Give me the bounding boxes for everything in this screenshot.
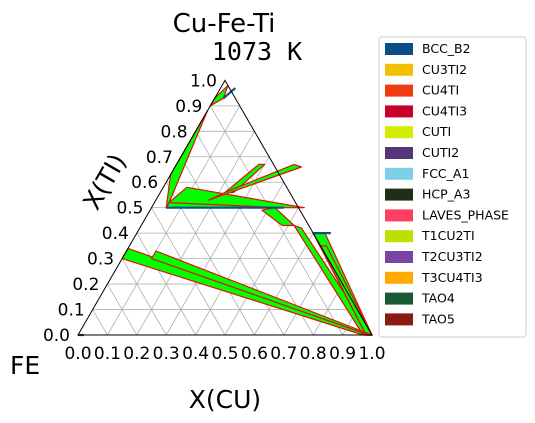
- triangle-outline: [77, 79, 373, 336]
- grid-line-fe-2: [107, 283, 138, 336]
- legend-swatch: [385, 84, 413, 97]
- x-axis-label: X(CU): [189, 385, 261, 414]
- xti-tick-label: 0.3: [87, 250, 114, 270]
- legend-entries: BCC_B2 CU3TI2 CU4TI CU4TI3 CUTI CUTI2 FCC_A1 HC…: [385, 41, 509, 326]
- legend-frame: [378, 36, 527, 338]
- grid-lines: [92, 105, 358, 336]
- xcu-tick-label: 0.4: [182, 344, 209, 364]
- two-phase-region-3: [168, 186, 305, 209]
- legend-swatch: [385, 147, 413, 159]
- two-phase-region-8: [261, 207, 295, 227]
- xti-tick-label: 0.4: [102, 224, 129, 244]
- legend-entry-label: BCC_B2: [422, 41, 471, 56]
- legend: BCC_B2 CU3TI2 CU4TI CU4TI3 CUTI CUTI2 FCC_A1 HC…: [378, 36, 527, 338]
- xcu-tick-label: 0.5: [211, 344, 238, 364]
- legend-entry-label: FCC_A1: [422, 166, 469, 181]
- triangle-frame: [77, 79, 373, 336]
- legend-swatch: [385, 251, 413, 263]
- xcu-tick-labels: 0.0 0.1 0.2 0.3 0.4 0.5 0.6 0.7 0.8 0.9 1.0: [64, 344, 385, 364]
- legend-swatch: [385, 292, 413, 305]
- xcu-tick-label: 0.9: [329, 344, 356, 364]
- legend-entry-label: CUTI2: [422, 145, 459, 160]
- legend-entry-label: CU4TI: [422, 83, 459, 98]
- legend-swatch: [385, 105, 413, 118]
- phase-boundary-line-2: [222, 87, 237, 100]
- xcu-tick-label: 0.7: [270, 344, 297, 364]
- legend-swatch: [385, 209, 413, 222]
- chart-subtitle: 1073 K: [212, 37, 302, 66]
- xti-tick-label: 0.7: [146, 148, 173, 168]
- xcu-tick-label: 0.0: [64, 344, 91, 364]
- xcu-tick-label: 0.6: [241, 344, 268, 364]
- legend-swatch: [385, 63, 413, 76]
- grid-line-cu-7: [283, 258, 329, 336]
- legend-swatch: [385, 43, 413, 55]
- xcu-tick-label: 0.3: [153, 344, 180, 364]
- two-phase-region-6: [224, 163, 266, 193]
- xcu-tick-label: 0.2: [123, 344, 150, 364]
- legend-entry-label: T3CU4TI3: [421, 270, 483, 285]
- legend-swatch: [385, 167, 413, 180]
- grid-line-fe-1: [92, 309, 108, 336]
- legend-entry-label: LAVES_PHASE: [422, 207, 509, 222]
- corner-label-fe: FE: [10, 351, 40, 380]
- legend-entry-label: TAO4: [421, 291, 455, 306]
- legend-entry-label: CUTI: [422, 124, 451, 139]
- xti-tick-label: 0.6: [131, 173, 158, 193]
- xti-tick-labels: 0.0 0.1 0.2 0.3 0.4 0.5 0.6 0.7 0.8 0.9 1.0: [43, 71, 217, 346]
- grid-line-fe-3: [121, 258, 167, 336]
- xti-tick-label: 0.9: [175, 97, 202, 117]
- legend-swatch: [385, 188, 413, 201]
- xti-tick-label: 1.0: [190, 71, 217, 91]
- legend-entry-label: CU3TI2: [422, 62, 467, 77]
- legend-entry-label: T1CU2TI: [421, 228, 475, 243]
- xti-tick-label: 0.2: [72, 275, 99, 295]
- xti-tick-label: 0.0: [43, 326, 70, 346]
- legend-swatch: [385, 271, 413, 284]
- xti-tick-label: 0.5: [116, 199, 143, 219]
- xcu-tick-label: 0.8: [300, 344, 327, 364]
- grid-line-fe-7: [180, 156, 285, 336]
- legend-swatch: [385, 230, 413, 243]
- grid-line-fe-8: [195, 131, 314, 336]
- xcu-tick-label: 0.1: [94, 344, 121, 364]
- grid-line-fe-4: [136, 232, 196, 336]
- grid-line-cu-1: [107, 105, 241, 336]
- legend-swatch: [385, 313, 413, 326]
- xti-tick-label: 0.8: [161, 122, 188, 142]
- legend-swatch: [385, 126, 413, 139]
- chart-title: Cu-Fe-Ti: [173, 9, 276, 39]
- legend-entry-label: HCP_A3: [422, 187, 470, 202]
- legend-entry-label: TAO5: [421, 311, 455, 326]
- grid-line-cu-5: [224, 207, 299, 336]
- xcu-tick-label: 1.0: [358, 344, 385, 364]
- legend-entry-label: T2CU3TI2: [421, 249, 483, 264]
- legend-entry-label: CU4TI3: [422, 103, 467, 118]
- xti-tick-label: 0.1: [58, 301, 85, 321]
- grid-line-cu-3: [165, 156, 270, 336]
